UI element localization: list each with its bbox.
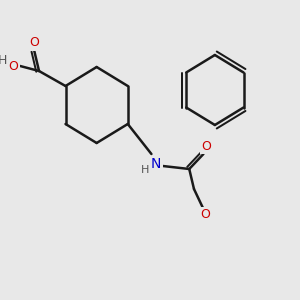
Text: O: O [200,208,210,221]
Text: H: H [0,55,7,68]
Text: O: O [9,59,18,73]
Text: N: N [151,157,161,171]
Text: O: O [201,140,211,152]
Text: O: O [29,37,39,50]
Text: H: H [141,165,149,175]
